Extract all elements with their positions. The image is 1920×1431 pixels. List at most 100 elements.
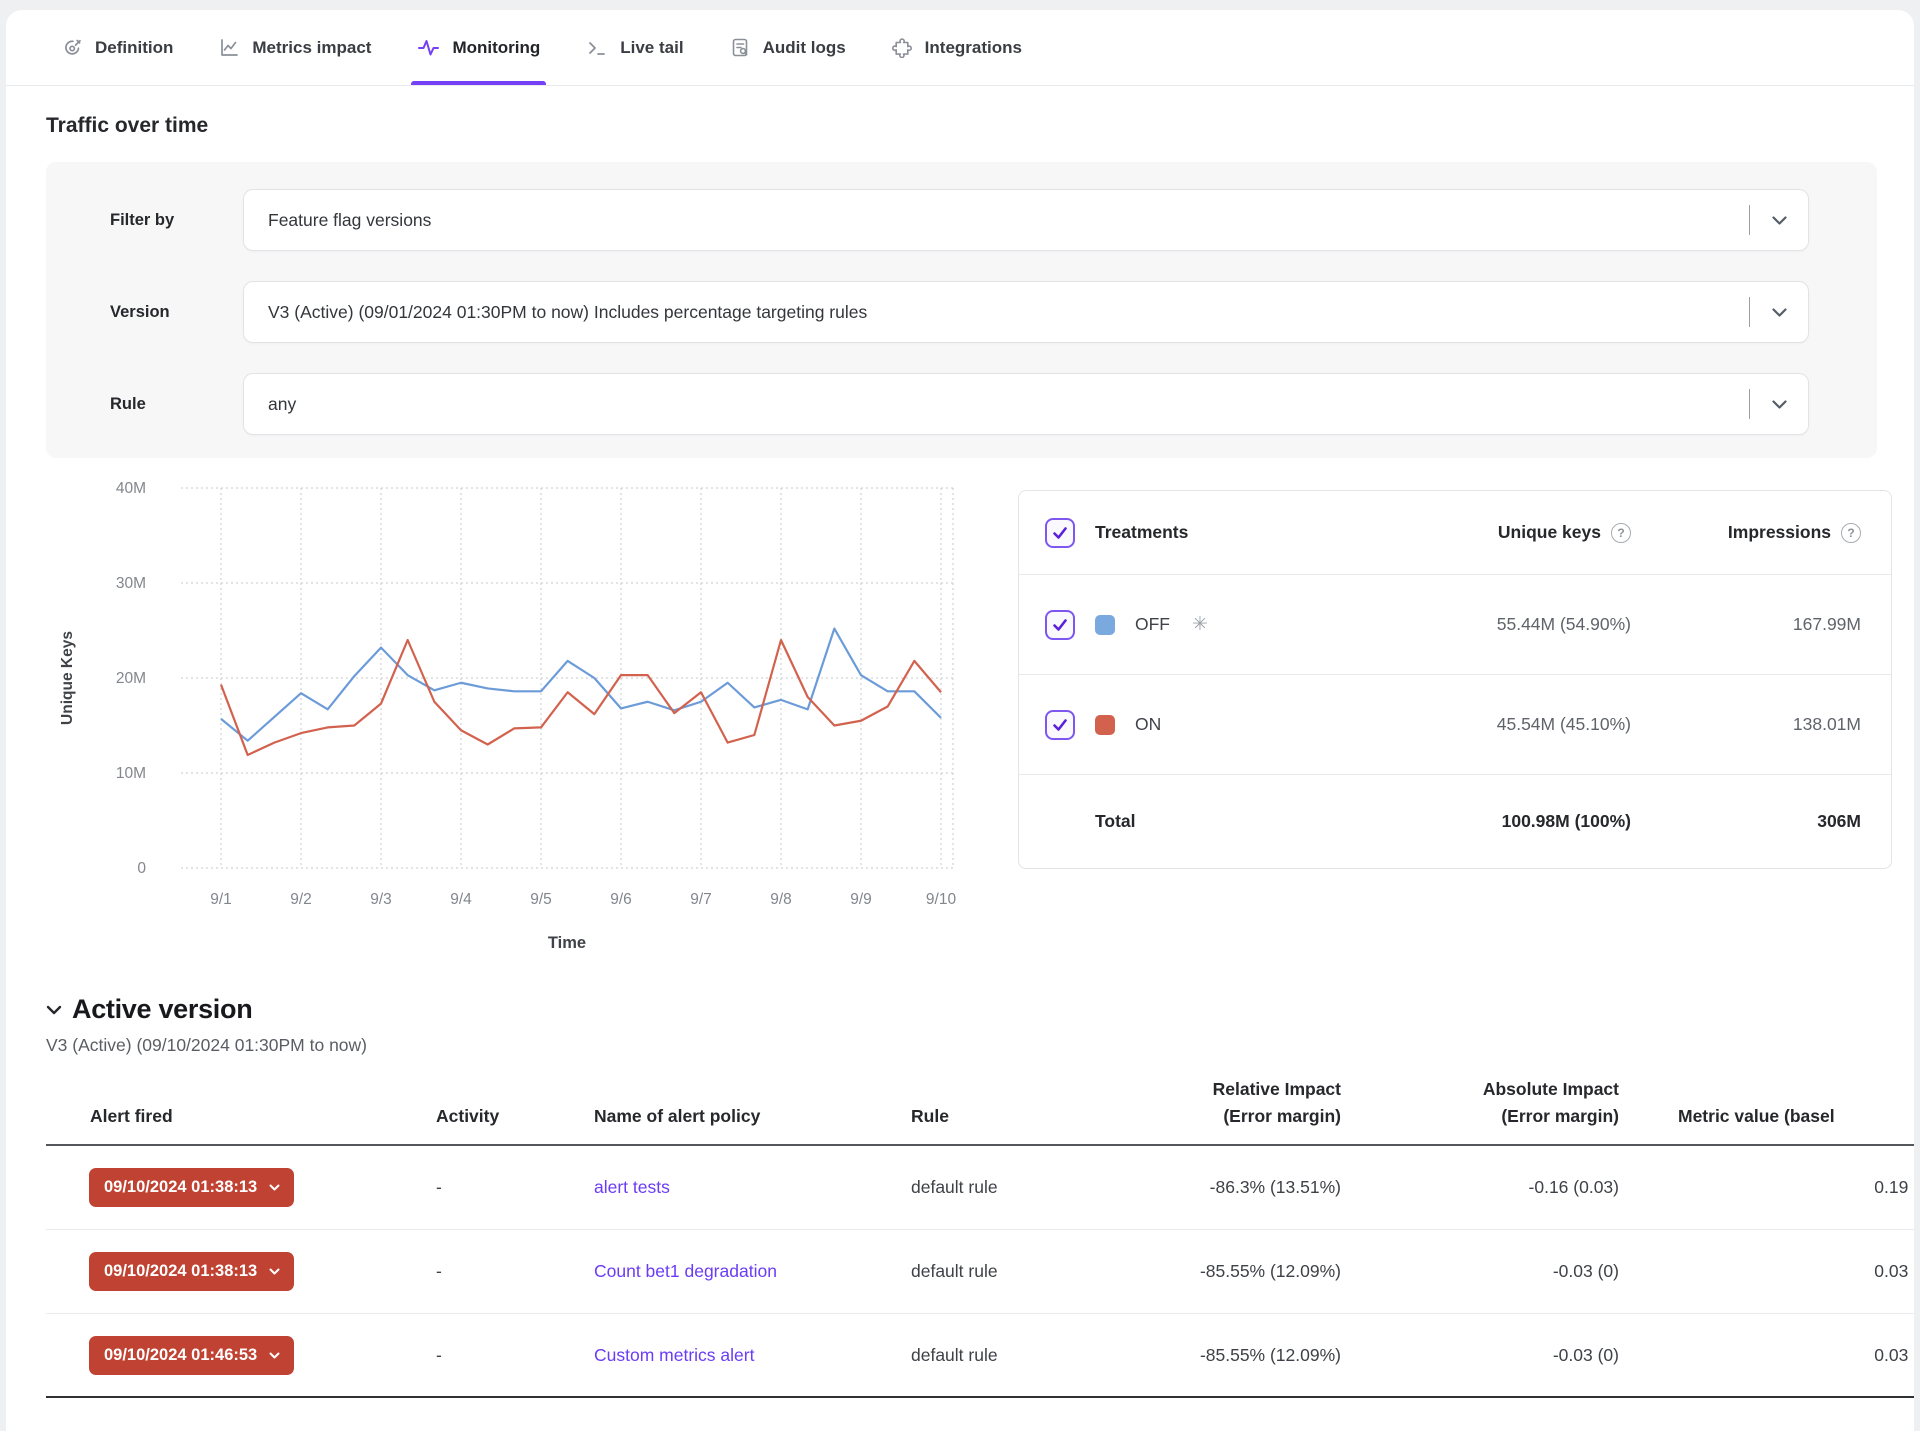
col-absolute-impact: Absolute Impact(Error margin) [1341,1076,1619,1145]
total-unique-keys: 100.98M (100%) [1502,811,1631,832]
rule-select[interactable]: any [243,373,1809,435]
tab-live-tail[interactable]: Live tail [586,10,683,85]
impressions-header: Impressions [1728,522,1831,543]
version-select[interactable]: V3 (Active) (09/01/2024 01:30PM to now) … [243,281,1809,343]
tab-label: Audit logs [763,38,846,58]
svg-text:Time: Time [548,934,586,952]
alert-rule: default rule [911,1145,1111,1229]
chevron-down-icon[interactable] [1750,216,1808,225]
svg-text:40M: 40M [116,480,146,497]
alert-fired-badge[interactable]: 09/10/2024 01:38:13 [89,1252,294,1291]
definition-icon [62,37,83,58]
chevron-down-icon [46,1005,62,1015]
alert-fired-badge[interactable]: 09/10/2024 01:46:53 [89,1336,294,1375]
alert-row: 09/10/2024 01:46:53 - Custom metrics ale… [46,1313,1914,1397]
off-impressions: 167.99M [1793,614,1861,635]
treatment-name: ON [1135,714,1161,735]
alert-row: 09/10/2024 01:38:13 - Count bet1 degrada… [46,1229,1914,1313]
filter-panel: Filter by Feature flag versions Version … [46,162,1877,458]
alert-activity: - [436,1229,594,1313]
unique-keys-header: Unique keys [1498,522,1601,543]
treatment-off-checkbox[interactable] [1045,610,1075,640]
chart-gridlines [181,488,953,868]
version-label: Version [110,303,243,322]
alert-absolute-impact: -0.16 (0.03) [1341,1145,1619,1229]
alert-policy-link[interactable]: alert tests [594,1177,670,1197]
svg-text:Unique Keys: Unique Keys [59,631,76,725]
tab-label: Live tail [620,38,683,58]
chevron-down-icon [269,1352,280,1359]
filter-row-filter-by: Filter by Feature flag versions [110,189,1809,251]
svg-text:0: 0 [137,860,146,877]
chevron-down-icon[interactable] [1750,400,1808,409]
alert-relative-impact: -86.3% (13.51%) [1111,1145,1341,1229]
alert-rule: default rule [911,1313,1111,1397]
chevron-down-icon[interactable] [1750,308,1808,317]
filter-row-version: Version V3 (Active) (09/01/2024 01:30PM … [110,281,1809,343]
filter-by-select[interactable]: Feature flag versions [243,189,1809,251]
alert-relative-impact: -85.55% (12.09%) [1111,1229,1341,1313]
alerts-table: Alert fired Activity Name of alert polic… [46,1076,1914,1398]
metrics-impact-icon [219,37,240,58]
tab-integrations[interactable]: Integrations [892,10,1022,85]
audit-logs-icon [730,37,751,58]
total-impressions: 306M [1817,811,1861,832]
active-version-section: Active version V3 (Active) (09/10/2024 0… [46,994,1914,1056]
col-alert-fired: Alert fired [46,1076,436,1145]
filter-by-value: Feature flag versions [268,210,1749,231]
alert-absolute-impact: -0.03 (0) [1341,1229,1619,1313]
tab-monitoring[interactable]: Monitoring [417,10,540,85]
active-version-toggle[interactable]: Active version [46,994,1914,1025]
tab-audit-logs[interactable]: Audit logs [730,10,846,85]
alert-fired-badge[interactable]: 09/10/2024 01:38:13 [89,1168,294,1207]
integrations-icon [892,37,913,58]
svg-text:9/2: 9/2 [290,891,312,908]
default-treatment-icon: ✳ [1192,613,1208,636]
filter-by-label: Filter by [110,211,243,230]
treatments-total-row: Total 100.98M (100%) 306M [1019,775,1891,868]
treatments-header-title: Treatments [1095,522,1188,543]
svg-text:9/1: 9/1 [210,891,232,908]
treatments-header-row: Treatments Unique keys ? Impressions ? [1019,491,1891,575]
tab-label: Monitoring [452,38,540,58]
svg-text:9/7: 9/7 [690,891,712,908]
traffic-over-time-chart: 9/19/29/39/49/59/69/79/89/99/10010M20M30… [46,476,976,971]
svg-text:20M: 20M [116,670,146,687]
alert-policy-link[interactable]: Custom metrics alert [594,1345,754,1365]
svg-text:30M: 30M [116,575,146,592]
rule-label: Rule [110,395,243,414]
alert-policy-link[interactable]: Count bet1 degradation [594,1261,777,1281]
treatment-row-on: ON 45.54M (45.10%) 138.01M [1019,675,1891,775]
active-version-title: Active version [72,994,252,1025]
treatments-select-all-checkbox[interactable] [1045,518,1075,548]
alert-metric-value: 0.19 ( [1619,1145,1914,1229]
tab-label: Metrics impact [252,38,371,58]
traffic-chart-section: 9/19/29/39/49/59/69/79/89/99/10010M20M30… [46,476,1914,978]
treatment-row-off: OFF ✳ 55.44M (54.90%) 167.99M [1019,575,1891,675]
col-metric-value: Metric value (basel [1619,1076,1914,1145]
chevron-down-icon [269,1184,280,1191]
on-impressions: 138.01M [1793,714,1861,735]
impressions-help-icon[interactable]: ? [1841,523,1861,543]
tab-metrics-impact[interactable]: Metrics impact [219,10,371,85]
tab-definition[interactable]: Definition [62,10,173,85]
off-unique-keys: 55.44M (54.90%) [1497,614,1631,635]
svg-text:9/10: 9/10 [926,891,957,908]
tab-bar: Definition Metrics impact Monitoring [6,10,1914,86]
alert-rule: default rule [911,1229,1111,1313]
tab-label: Integrations [925,38,1022,58]
monitoring-icon [417,37,440,58]
col-relative-impact: Relative Impact(Error margin) [1111,1076,1341,1145]
svg-text:9/8: 9/8 [770,891,792,908]
treatment-on-checkbox[interactable] [1045,710,1075,740]
svg-text:9/3: 9/3 [370,891,392,908]
alert-metric-value: 0.03 ( [1619,1313,1914,1397]
treatments-panel: Treatments Unique keys ? Impressions ? [1018,490,1892,869]
unique-keys-help-icon[interactable]: ? [1611,523,1631,543]
version-value: V3 (Active) (09/01/2024 01:30PM to now) … [268,302,1749,323]
alert-activity: - [436,1313,594,1397]
page-title: Traffic over time [46,114,1914,138]
alert-metric-value: 0.03 ( [1619,1229,1914,1313]
col-activity: Activity [436,1076,594,1145]
alerts-header-row: Alert fired Activity Name of alert polic… [46,1076,1914,1145]
